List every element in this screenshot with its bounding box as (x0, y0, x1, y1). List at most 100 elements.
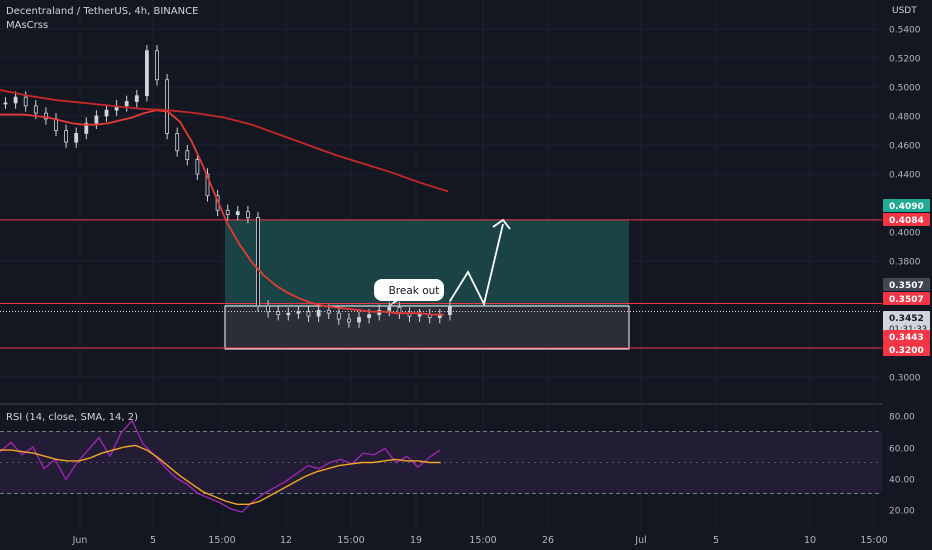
rsi-tick-label: 40.00 (889, 476, 915, 486)
rsi-axis: 80.00 60.00 40.00 20.00 (889, 413, 915, 517)
candle-body (84, 122, 89, 134)
candle-body (256, 217, 260, 307)
currency-unit: USDT (892, 6, 917, 16)
candle-body (94, 115, 99, 124)
time-tick-label: 15:00 (860, 535, 887, 546)
rsi-sma-line (0, 444, 441, 506)
price-tick-label: 0.4600 (889, 142, 921, 152)
price-label-bg (883, 278, 930, 291)
chart-title: Decentraland / TetherUS, 4h, BINANCE (6, 6, 199, 17)
candle-body (124, 101, 129, 107)
price-label-bg (883, 292, 930, 305)
time-tick-label: Jul (634, 535, 646, 546)
price-tick-label: 0.5200 (889, 55, 921, 65)
ma-slow-line (0, 89, 449, 193)
price-tick-label: 0.5000 (889, 84, 921, 94)
time-tick-label: 15:00 (469, 535, 496, 546)
candle-body (276, 311, 281, 316)
candle-body (205, 173, 210, 197)
candle-body (54, 118, 58, 131)
price-label-value: 0.3507 (889, 281, 924, 291)
price-labels: 0.40900.40840.35070.35070.345201:31:330.… (883, 199, 930, 356)
price-label-value: 0.3443 (889, 333, 924, 343)
rsi-line (0, 419, 441, 513)
rsi-panel (0, 419, 882, 513)
time-tick-label: Jun (72, 535, 88, 546)
moving-averages (0, 89, 449, 316)
time-tick-label: 26 (542, 535, 554, 546)
price-label-bg (883, 311, 930, 335)
annotation-label: Break out (389, 285, 440, 297)
candle-body (286, 312, 291, 316)
price-axis[interactable]: 0.5400 0.5200 0.5000 0.4800 0.4600 0.4400 0.40… (883, 0, 932, 530)
rsi-label: RSI (14, close, SMA, 14, 2) (6, 412, 139, 423)
candle-body (367, 314, 372, 318)
time-tick-label: 15:00 (337, 535, 364, 546)
time-tick-label: 5 (713, 535, 719, 546)
candle-body (336, 312, 341, 320)
candle-body (175, 132, 180, 152)
candle-body (245, 211, 250, 218)
candle-body (165, 79, 170, 134)
candle-body (104, 109, 109, 117)
annotation-callout (374, 279, 444, 307)
candle-body (225, 209, 230, 215)
candle-body (185, 150, 190, 160)
rsi-tick-label: 60.00 (889, 445, 915, 455)
candle-body (235, 211, 240, 215)
time-tick-label: 15:00 (208, 535, 235, 546)
candle-body (74, 132, 79, 143)
candle-body (387, 306, 392, 311)
candle-body (64, 130, 68, 143)
price-tick-label: 0.3800 (889, 258, 921, 268)
arrow-head-icon (492, 218, 511, 230)
indicator-label[interactable]: MAsCrss (6, 20, 49, 31)
time-tick-label: 12 (280, 535, 292, 546)
candle-body (266, 305, 271, 313)
time-tick-label: 10 (804, 535, 816, 546)
time-tick-label: 5 (150, 535, 156, 546)
candle-body (44, 112, 48, 120)
price-axis-bg (883, 0, 932, 530)
trade-zones (224, 220, 630, 350)
price-label-bg (883, 213, 930, 226)
candle-body (144, 50, 149, 97)
candle-body (195, 159, 200, 175)
rsi-band (0, 431, 882, 494)
candlesticks (3, 44, 452, 328)
price-tick-label: 0.5400 (889, 26, 921, 36)
candle-body (447, 305, 452, 316)
price-label-value: 0.4084 (889, 216, 924, 226)
time-axis[interactable]: Jun 5 15:00 12 15:00 19 15:00 26 Jul 5 10 15:00 (72, 535, 888, 546)
price-tick-label: 0.4800 (889, 113, 921, 123)
candle-body (346, 318, 351, 323)
horizontal-levels (0, 219, 882, 349)
price-tick-label: 0.4400 (889, 171, 921, 181)
price-label-value: 0.3200 (889, 346, 924, 356)
break-out-annotation[interactable]: Break out (374, 218, 511, 307)
candle-body (326, 309, 331, 314)
candle-body (23, 96, 28, 107)
rsi-tick-label: 20.00 (889, 507, 915, 517)
candle-body (357, 317, 361, 323)
candle-body (134, 95, 139, 102)
price-tick-label: 0.3000 (889, 374, 921, 384)
candle-body (155, 50, 159, 81)
price-label-value: 0.3507 (889, 295, 924, 305)
candle-body (316, 309, 321, 317)
time-tick-label: 19 (410, 535, 422, 546)
candle-body (13, 96, 18, 104)
price-label-value: 0.3452 (889, 314, 924, 324)
price-label-bg (883, 343, 930, 356)
consolidation-box (224, 305, 630, 350)
price-label-bg (883, 199, 930, 212)
candle-body (417, 314, 422, 317)
candle-body (306, 311, 311, 317)
candle-body (296, 311, 301, 314)
price-label-bg (883, 330, 930, 343)
candle-body (33, 105, 38, 114)
projection-arrow (449, 223, 504, 307)
candle-body (3, 102, 8, 105)
ma-fast-line (0, 109, 444, 316)
